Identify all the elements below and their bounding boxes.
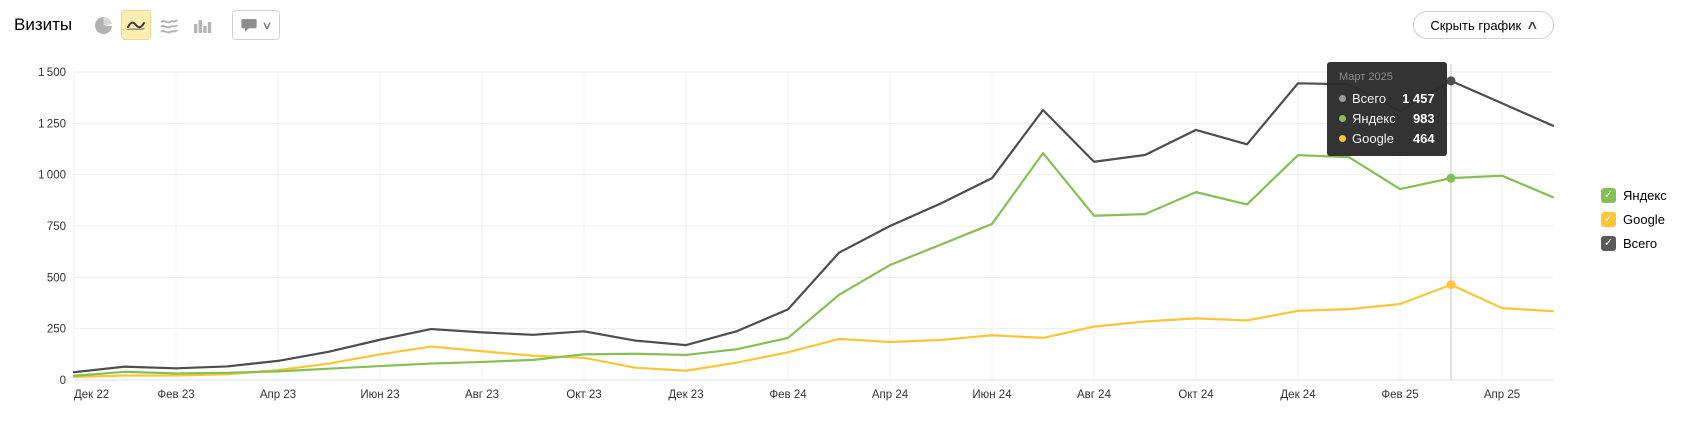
series-line-всего[interactable]: [72, 79, 1555, 374]
visits-line-chart[interactable]: 0 250 500 750 1 000 1 250 1 500 Дек 22 Фев 23 Апр…: [0, 56, 1686, 401]
legend-item-google[interactable]: ✓ Google: [1601, 212, 1667, 227]
column-chart-button[interactable]: [187, 10, 217, 40]
tooltip-series-name: Google: [1352, 131, 1394, 146]
pie-chart-button[interactable]: [88, 10, 118, 40]
legend-item-всего[interactable]: ✓ Всего: [1601, 236, 1667, 251]
column-chart-icon: [194, 20, 212, 33]
tooltip-row: Всего 1 457: [1339, 91, 1435, 106]
tooltip-series-value: 464: [1412, 131, 1435, 146]
x-axis-tick-label: Фев 23: [157, 389, 194, 401]
legend-checkbox[interactable]: ✓: [1601, 236, 1616, 251]
comments-dropdown-button[interactable]: ∨: [232, 10, 280, 40]
line-chart-icon: [127, 21, 145, 31]
y-axis-tick-label: 1 500: [38, 67, 66, 79]
legend-label: Яндекс: [1623, 188, 1667, 203]
legend-label: Google: [1623, 212, 1665, 227]
chart-tooltip: Март 2025 Всего 1 457 Яндекс 983 Google 464: [1327, 62, 1447, 156]
stacked-area-button[interactable]: [154, 10, 184, 40]
x-axis-tick-label: Апр 25: [1484, 389, 1520, 401]
tooltip-series-name: Всего: [1352, 91, 1387, 106]
series-dot-icon: [1339, 115, 1346, 122]
tooltip-row: Яндекс 983: [1339, 111, 1435, 126]
legend-label: Всего: [1623, 236, 1658, 251]
tooltip-row: Google 464: [1339, 131, 1435, 146]
x-axis-tick-label: Дек 23: [668, 389, 703, 401]
x-axis-tick-label: Дек 24: [1280, 389, 1316, 401]
hover-marker-google: [1446, 280, 1456, 290]
y-axis-tick-label: 750: [47, 221, 66, 233]
chevron-down-icon: ∨: [261, 19, 273, 32]
x-axis-tick-label: Авг 24: [1077, 389, 1112, 401]
x-axis-tick-label: Фев 25: [1381, 389, 1418, 401]
x-axis-tick-label: Авг 23: [465, 389, 499, 401]
x-axis-tick-label: Апр 24: [872, 389, 909, 401]
line-chart-button[interactable]: [121, 10, 151, 40]
stacked-area-icon: [160, 19, 178, 34]
y-axis-tick-label: 250: [47, 324, 66, 336]
chevron-up-icon: ∧: [1526, 18, 1540, 32]
tooltip-series-name: Яндекс: [1352, 111, 1396, 126]
series-line-google[interactable]: [72, 283, 1555, 379]
x-axis-tick-label: Фев 24: [769, 389, 807, 401]
page-title: Визиты: [14, 15, 73, 34]
legend-checkbox[interactable]: ✓: [1601, 188, 1616, 203]
hover-marker-яндекс: [1446, 173, 1456, 183]
x-axis-tick-label: Июн 23: [360, 389, 399, 401]
x-axis-tick-label: Дек 22: [74, 389, 109, 401]
legend-checkbox[interactable]: ✓: [1601, 212, 1616, 227]
y-axis-tick-label: 500: [47, 272, 66, 284]
hide-chart-button[interactable]: Скрыть график ∧: [1413, 11, 1554, 39]
x-axis-tick-label: Апр 23: [260, 389, 296, 401]
series-line-яндекс[interactable]: [72, 152, 1555, 377]
pie-chart-icon: [94, 16, 112, 34]
y-axis-tick-label: 0: [60, 375, 66, 387]
chart-canvas[interactable]: 0 250 500 750 1 000 1 250 1 500 Дек 22 Фев 23 Апр…: [0, 56, 1686, 401]
series-dot-icon: [1339, 95, 1346, 102]
y-axis-tick-label: 1 250: [38, 118, 66, 130]
x-axis-tick-label: Окт 23: [566, 389, 601, 401]
comment-bubble-icon: [241, 19, 257, 32]
tooltip-series-value: 1 457: [1402, 91, 1435, 106]
chart-legend: ✓ Яндекс ✓ Google ✓ Всего: [1601, 188, 1667, 251]
x-axis-tick-label: Окт 24: [1178, 389, 1214, 401]
tooltip-date: Март 2025: [1339, 71, 1393, 83]
series-dot-icon: [1339, 135, 1346, 142]
tooltip-series-value: 983: [1412, 111, 1435, 126]
widget-header: Визиты: [0, 0, 1686, 52]
hover-marker-всего: [1446, 76, 1456, 86]
hide-chart-label: Скрыть график: [1430, 17, 1522, 33]
legend-item-яндекс[interactable]: ✓ Яндекс: [1601, 188, 1667, 203]
y-axis-tick-label: 1 000: [38, 170, 66, 182]
x-axis-tick-label: Июн 24: [972, 389, 1012, 401]
chart-type-toolbar: ∨: [88, 10, 280, 40]
